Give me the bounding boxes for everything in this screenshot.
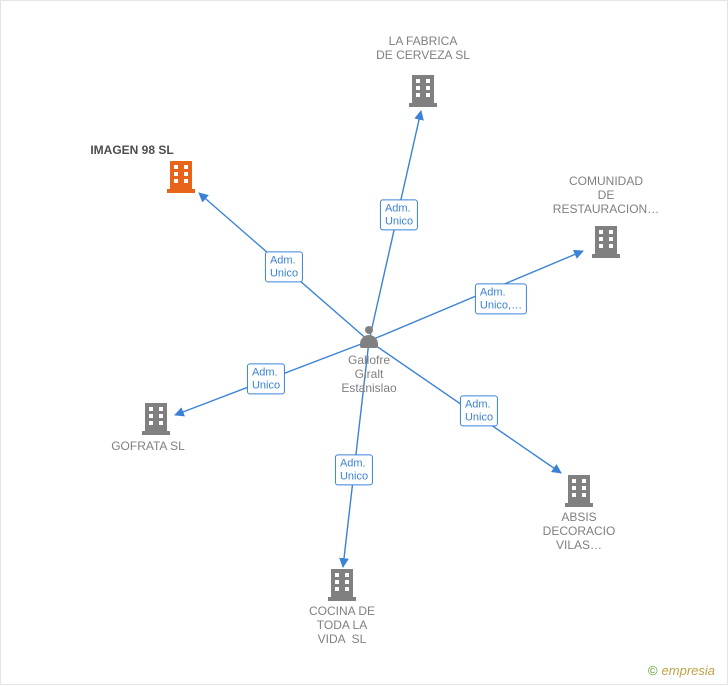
edge-label: Adm. Unico [335, 454, 373, 485]
edge-label: Adm. Unico [265, 251, 303, 282]
person-icon [360, 326, 378, 348]
building-icon [328, 569, 356, 601]
building-icon [167, 161, 195, 193]
building-icon [142, 403, 170, 435]
edge-label: Adm. Unico,… [475, 283, 527, 314]
edge-label: Adm. Unico [460, 395, 498, 426]
edge-label: Adm. Unico [247, 363, 285, 394]
edge-label: Adm. Unico [380, 199, 418, 230]
center-label: Gallofre Giralt Estanislao [341, 353, 396, 395]
building-icon [592, 226, 620, 258]
node-label: IMAGEN 98 SL [90, 143, 173, 157]
node-label: COMUNIDAD DE RESTAURACION… [553, 174, 659, 216]
node-label: LA FABRICA DE CERVEZA SL [376, 34, 470, 62]
building-icon [565, 475, 593, 507]
attribution-text: empresia [662, 663, 715, 678]
copyright-mark: © [648, 663, 658, 678]
attribution: © empresia [648, 663, 715, 678]
node-label: COCINA DE TODA LA VIDA SL [309, 604, 375, 646]
node-label: ABSIS DECORACIO VILAS… [543, 510, 616, 552]
node-label: GOFRATA SL [111, 439, 185, 453]
building-icon [409, 75, 437, 107]
